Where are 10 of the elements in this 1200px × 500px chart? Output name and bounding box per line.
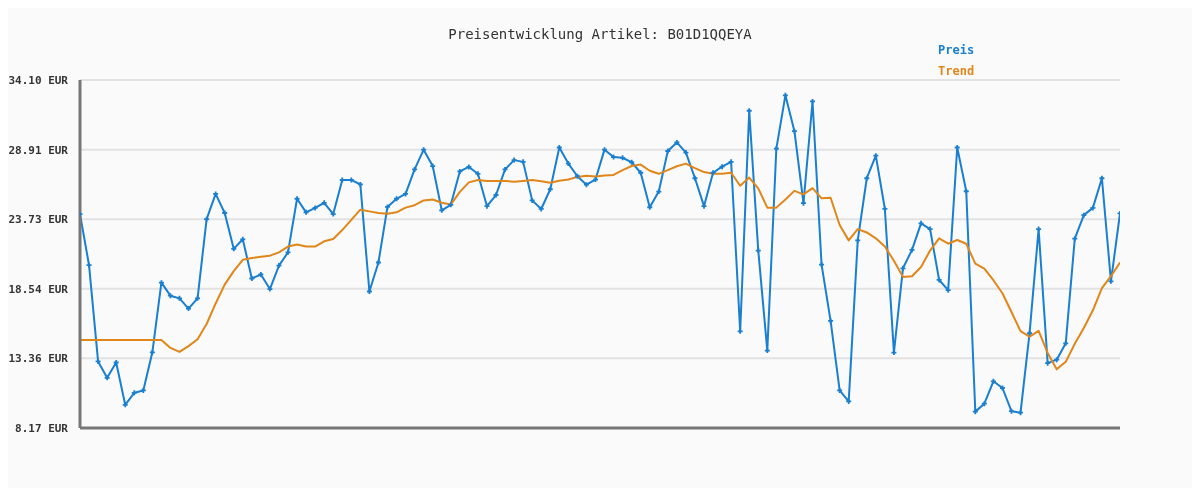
line-series: [80, 162, 1120, 371]
y-tick-label: 13.36 EUR: [8, 352, 69, 366]
y-tick-label: 8.17 EUR: [15, 422, 69, 435]
text: Trend: [938, 63, 975, 80]
y-tick-label: 23.73 EUR: [8, 213, 69, 227]
y-tick-label: 34.10 EUR: [8, 74, 69, 87]
y-tick-label: 28.91 EUR: [8, 143, 69, 157]
text: Preis: [938, 42, 975, 59]
chart-title: Preisentwicklung Artikel: B01D1QQEYA: [447, 26, 753, 42]
y-tick-label: 18.54 EUR: [8, 282, 69, 296]
